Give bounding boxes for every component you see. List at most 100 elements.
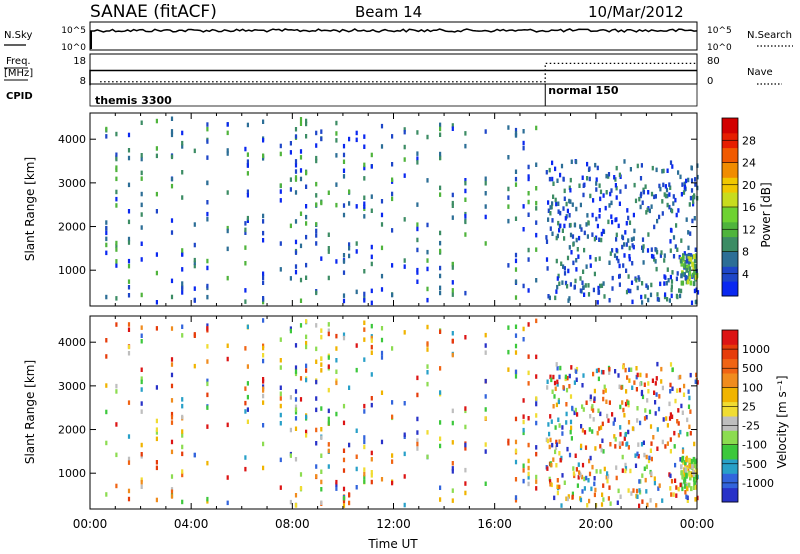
data-mark — [246, 364, 249, 369]
data-mark — [588, 166, 591, 171]
data-mark — [363, 320, 366, 325]
data-mark — [641, 248, 645, 253]
data-mark — [140, 292, 143, 298]
data-mark — [588, 498, 591, 504]
data-mark — [464, 232, 467, 237]
data-mark — [299, 149, 303, 154]
data-mark — [363, 165, 366, 171]
data-mark — [464, 424, 467, 430]
data-mark — [514, 127, 518, 133]
data-mark — [664, 275, 667, 280]
data-mark — [140, 409, 143, 414]
data-mark — [618, 441, 621, 446]
data-mark — [636, 372, 639, 378]
data-mark — [680, 238, 683, 243]
data-mark — [568, 185, 571, 190]
data-mark — [155, 430, 158, 435]
data-mark — [684, 260, 687, 265]
data-mark — [676, 271, 679, 276]
data-mark — [439, 443, 442, 449]
data-mark — [545, 235, 548, 240]
data-mark — [682, 263, 686, 269]
data-mark — [439, 290, 442, 296]
data-mark — [624, 230, 627, 235]
data-mark — [599, 444, 602, 449]
data-mark — [305, 363, 308, 369]
data-mark — [380, 212, 384, 218]
nsky-trace — [90, 28, 698, 49]
data-mark — [127, 155, 131, 161]
data-mark — [370, 450, 373, 456]
data-mark — [595, 235, 598, 240]
data-mark — [694, 274, 698, 280]
data-mark — [181, 290, 184, 295]
data-mark — [611, 219, 614, 225]
data-mark — [327, 464, 330, 469]
data-mark — [575, 467, 578, 472]
data-mark — [294, 239, 298, 245]
data-mark — [246, 159, 249, 164]
data-mark — [305, 340, 308, 346]
data-mark — [426, 266, 429, 272]
data-mark — [562, 177, 565, 182]
data-mark — [464, 131, 467, 136]
data-mark — [181, 429, 184, 434]
data-mark — [522, 398, 525, 403]
data-mark — [625, 242, 628, 247]
data-mark — [556, 276, 559, 281]
data-mark — [439, 132, 442, 137]
data-mark — [585, 400, 588, 405]
data-mark — [484, 442, 487, 447]
colorbar-tick: -1000 — [742, 477, 774, 490]
data-mark — [170, 218, 174, 223]
data-mark — [661, 385, 664, 391]
data-mark — [370, 470, 373, 475]
data-mark — [598, 183, 601, 188]
data-mark — [327, 364, 330, 369]
data-mark — [315, 233, 318, 238]
data-mark — [639, 176, 643, 181]
data-mark — [127, 263, 131, 269]
data-mark — [693, 258, 697, 264]
data-mark — [647, 297, 650, 303]
data-mark — [669, 382, 672, 388]
data-mark — [685, 457, 688, 463]
data-mark — [294, 397, 298, 402]
data-mark — [570, 436, 573, 441]
data-mark — [342, 293, 346, 298]
data-mark — [226, 275, 229, 281]
data-mark — [646, 248, 650, 253]
data-mark — [355, 485, 358, 490]
data-mark — [582, 285, 585, 290]
data-mark — [193, 363, 196, 369]
data-mark — [335, 182, 338, 187]
data-mark — [690, 300, 694, 305]
data-mark — [612, 421, 615, 426]
data-mark — [639, 204, 642, 210]
data-mark — [646, 502, 649, 508]
data-mark — [451, 488, 454, 493]
data-mark — [363, 214, 366, 219]
data-mark — [546, 266, 549, 271]
data-mark — [597, 376, 600, 382]
data-mark — [193, 260, 196, 266]
data-mark — [127, 258, 131, 264]
data-mark — [604, 205, 607, 211]
data-mark — [549, 482, 552, 487]
data-mark — [105, 250, 108, 256]
data-mark — [279, 198, 282, 203]
data-mark — [535, 162, 538, 167]
data-mark — [348, 442, 351, 448]
data-mark — [262, 318, 265, 323]
data-mark — [181, 248, 184, 253]
data-mark — [631, 261, 634, 266]
data-mark — [692, 456, 696, 462]
data-mark — [559, 210, 562, 216]
data-mark — [660, 379, 663, 384]
data-mark — [618, 384, 621, 389]
data-mark — [614, 444, 617, 449]
data-mark — [426, 381, 429, 387]
data-mark — [608, 485, 611, 490]
data-mark — [115, 389, 118, 394]
data-mark — [555, 289, 558, 294]
